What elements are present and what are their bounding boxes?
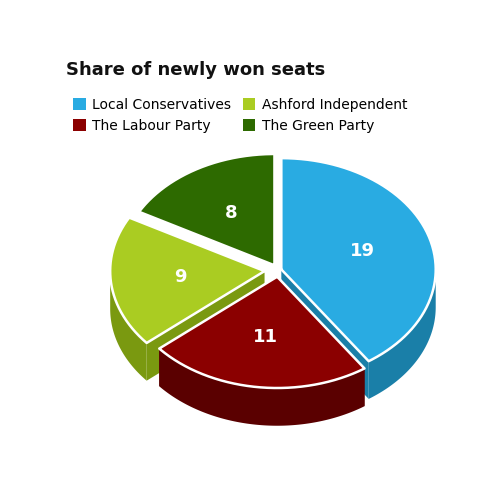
Polygon shape xyxy=(147,271,264,381)
Text: 9: 9 xyxy=(174,268,186,286)
Polygon shape xyxy=(369,270,436,399)
Text: 11: 11 xyxy=(253,328,278,346)
Polygon shape xyxy=(281,158,436,361)
Text: Share of newly won seats: Share of newly won seats xyxy=(66,61,325,79)
Polygon shape xyxy=(159,277,365,388)
Polygon shape xyxy=(139,154,274,265)
Polygon shape xyxy=(159,348,365,426)
Polygon shape xyxy=(110,218,264,343)
Text: 8: 8 xyxy=(225,204,238,221)
Polygon shape xyxy=(110,270,147,381)
Text: 19: 19 xyxy=(350,242,375,260)
Polygon shape xyxy=(277,277,365,406)
Polygon shape xyxy=(281,270,369,399)
Legend: Local Conservatives, The Labour Party, Ashford Independent, The Green Party: Local Conservatives, The Labour Party, A… xyxy=(73,98,407,133)
Polygon shape xyxy=(159,277,277,386)
